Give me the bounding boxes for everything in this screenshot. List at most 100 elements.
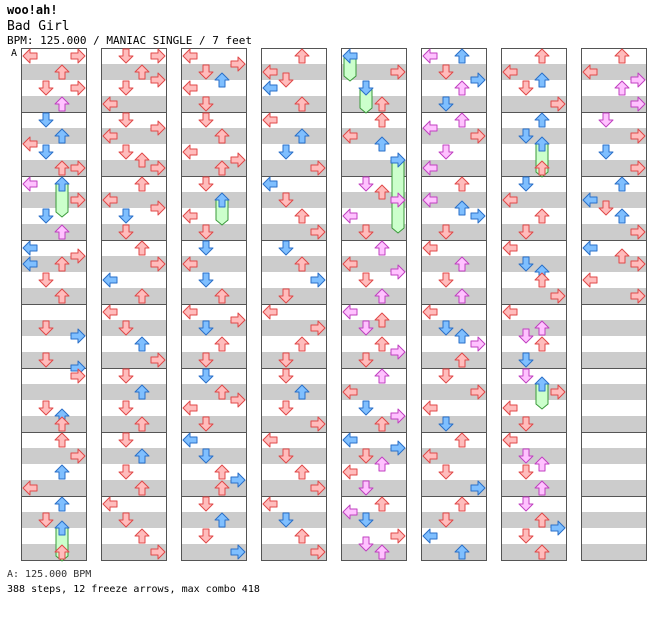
beat-band (581, 192, 647, 208)
beat-band (261, 448, 327, 464)
beat-band (501, 384, 567, 400)
beat-band (501, 512, 567, 528)
beat-band (421, 80, 487, 96)
arrow-down-icon (278, 288, 294, 304)
beat-band (101, 224, 167, 240)
arrow-right-icon (470, 480, 486, 496)
beat-band (501, 320, 567, 336)
arrow-right-icon (70, 192, 86, 208)
arrow-right-icon (310, 480, 326, 496)
measure (421, 112, 487, 176)
beat-band (501, 240, 567, 256)
arrow-right-icon (150, 48, 166, 64)
beat-band (501, 208, 567, 224)
measure (581, 432, 647, 496)
arrow-right-icon (630, 224, 646, 240)
beat-band (501, 416, 567, 432)
arrow-down-icon (358, 176, 374, 192)
beat-band (261, 256, 327, 272)
beat-band (421, 368, 487, 384)
beat-band (501, 272, 567, 288)
beat-band (501, 432, 567, 448)
beat-band (181, 512, 247, 528)
beat-band (181, 304, 247, 320)
beat-band (341, 528, 407, 544)
arrow-down-icon (438, 464, 454, 480)
beat-band (501, 496, 567, 512)
beat-band (21, 448, 87, 464)
beat-band (181, 448, 247, 464)
arrow-left-icon (422, 160, 438, 176)
arrow-right-icon (390, 528, 406, 544)
beat-band (101, 416, 167, 432)
beat-band (501, 112, 567, 128)
arrow-up-icon (374, 184, 390, 200)
arrow-down-icon (358, 400, 374, 416)
arrow-right-icon (70, 48, 86, 64)
measure (501, 240, 567, 304)
beat-band (581, 352, 647, 368)
beat-band (581, 80, 647, 96)
beat-band (101, 272, 167, 288)
arrow-right-icon (70, 448, 86, 464)
beat-band (21, 512, 87, 528)
arrow-up-icon (134, 288, 150, 304)
measure (501, 496, 567, 560)
beat-band (341, 240, 407, 256)
arrow-down-icon (38, 352, 54, 368)
beat-band (261, 160, 327, 176)
arrow-up-icon (294, 336, 310, 352)
beat-band (421, 240, 487, 256)
beat-band (341, 304, 407, 320)
beat-band (21, 496, 87, 512)
arrow-right-icon (390, 264, 406, 280)
arrow-up-icon (534, 320, 550, 336)
arrow-up-icon (134, 528, 150, 544)
beat-band (501, 64, 567, 80)
measure (181, 304, 247, 368)
arrow-down-icon (438, 512, 454, 528)
beat-band (581, 176, 647, 192)
arrow-left-icon (262, 112, 278, 128)
beat-band (341, 336, 407, 352)
beat-band (501, 544, 567, 560)
beat-band (21, 336, 87, 352)
beat-band (261, 464, 327, 480)
beat-band (341, 192, 407, 208)
arrow-up-icon (454, 256, 470, 272)
beat-band (501, 144, 567, 160)
beat-band (581, 208, 647, 224)
beat-band (581, 240, 647, 256)
arrow-left-icon (342, 432, 358, 448)
beat-band (501, 480, 567, 496)
arrow-right-icon (630, 256, 646, 272)
arrow-down-icon (518, 496, 534, 512)
arrow-down-icon (358, 352, 374, 368)
beat-band (21, 48, 87, 64)
arrow-right-icon (230, 472, 246, 488)
arrow-left-icon (422, 48, 438, 64)
arrow-right-icon (470, 208, 486, 224)
beat-band (101, 80, 167, 96)
beat-band (181, 528, 247, 544)
beat-band (261, 48, 327, 64)
arrow-up-icon (294, 96, 310, 112)
measure (181, 432, 247, 496)
arrow-up-icon (134, 176, 150, 192)
beat-band (501, 176, 567, 192)
beat-band (581, 384, 647, 400)
arrow-up-icon (454, 288, 470, 304)
arrow-up-icon (374, 496, 390, 512)
beat-band (581, 112, 647, 128)
arrow-down-icon (518, 224, 534, 240)
arrow-down-icon (438, 320, 454, 336)
beat-band (181, 336, 247, 352)
beat-band (21, 224, 87, 240)
measure (421, 240, 487, 304)
arrow-up-icon (294, 208, 310, 224)
arrow-up-icon (54, 176, 70, 192)
arrow-down-icon (278, 72, 294, 88)
arrow-down-icon (118, 144, 134, 160)
arrow-left-icon (262, 432, 278, 448)
beat-band (421, 48, 487, 64)
